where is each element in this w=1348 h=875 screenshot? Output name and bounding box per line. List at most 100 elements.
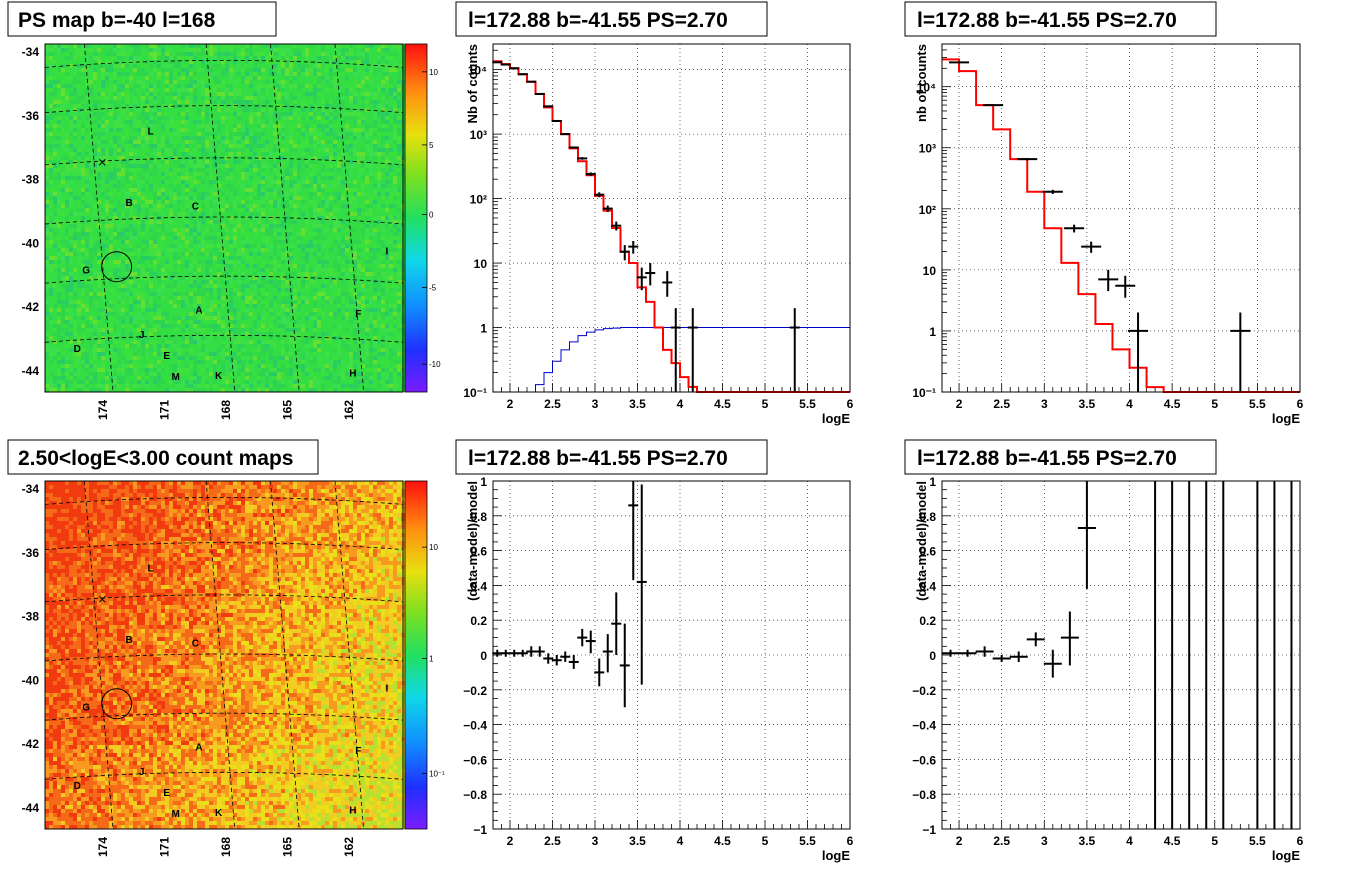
x-tick-label: 3.5 [1079, 397, 1096, 411]
y-tick-label: 0.6 [919, 545, 936, 559]
circle-icon [101, 251, 133, 283]
map-grid-parallel [44, 712, 404, 721]
x-tick-label: 5.5 [1249, 834, 1266, 848]
colorbar-tick-label: 1 [429, 654, 434, 663]
map-grid-parallel [44, 157, 404, 166]
x-tick-label: 5.5 [1249, 397, 1266, 411]
x-tick-label: 2.5 [993, 834, 1010, 848]
map-y-tick-label: -36 [22, 109, 40, 123]
circle-icon [101, 688, 133, 720]
y-tick-label: 0.8 [919, 510, 936, 524]
y-tick-label: 0.8 [470, 510, 487, 524]
model-step-curve [942, 58, 1300, 393]
map-y-tick-label: -42 [22, 300, 40, 314]
map-source-label: B [126, 198, 133, 209]
map-source-label: I [385, 684, 388, 695]
chart-frame [941, 43, 1301, 393]
y-tick-label: 10² [919, 203, 936, 217]
map-y-tick-label: -44 [22, 364, 40, 378]
y-tick-label: 10 [474, 257, 488, 271]
x-tick-label: 3 [1041, 397, 1048, 411]
map-grid-meridian [334, 43, 365, 393]
chart-grid [493, 44, 851, 393]
chart-title-box [455, 1, 768, 37]
y-tick-label: 10³ [470, 128, 487, 142]
map-source-label: H [349, 805, 356, 816]
map-y-tick-label: -44 [22, 801, 40, 815]
x-tick-label: 2 [507, 834, 514, 848]
chart-ticks [492, 480, 851, 830]
y-tick-label: −1 [473, 823, 487, 837]
map-grid-parallel [44, 105, 404, 114]
map-source-label: M [171, 809, 179, 820]
map-grid-parallel [44, 653, 404, 662]
map-source-label: C [192, 638, 199, 649]
chart-title: l=172.88 b=-41.55 PS=2.70 [468, 447, 728, 470]
chart-title: l=172.88 b=-41.55 PS=2.70 [917, 9, 1177, 32]
map-frame [44, 480, 404, 830]
map-x-tick-label: 174 [96, 400, 110, 420]
map-source-label: L [148, 126, 154, 137]
x-tick-label: 2 [507, 397, 514, 411]
x-tick-label: 5 [762, 834, 769, 848]
y-tick-label: −0.6 [463, 753, 487, 767]
y-tick-label: 0 [480, 649, 487, 663]
chart-title-box [455, 439, 768, 475]
y-tick-label: 1 [480, 322, 487, 336]
map-y-tick-label: -34 [22, 45, 40, 59]
x-tick-label: 5.5 [799, 397, 816, 411]
map-grid-meridian [205, 480, 236, 830]
y-tick-label: 10⁻¹ [463, 386, 487, 400]
map-grid-parallel [44, 216, 404, 225]
map-x-tick-label: 168 [219, 837, 233, 857]
chart-grid [942, 44, 1301, 393]
x-tick-label: 5 [1211, 397, 1218, 411]
y-tick-label: −0.4 [912, 719, 936, 733]
map-source-label: M [171, 372, 179, 383]
map-source-label: C [192, 201, 199, 212]
y-tick-label: 10³ [919, 142, 936, 156]
chart-title-box [904, 1, 1217, 37]
spectrum-panel: l=172.88 b=-41.55 PS=2.70 2 2.5 3 3.5 4 4.5 5 5.… [904, 1, 1304, 426]
map-source-label: D [74, 344, 81, 355]
chart-title: l=172.88 b=-41.55 PS=2.70 [917, 447, 1177, 470]
model-component-curve [527, 327, 850, 393]
map-grid-parallel [44, 542, 404, 551]
map-x-tick-label: 162 [342, 400, 356, 420]
x-tick-label: 2.5 [544, 834, 561, 848]
x-axis-label: logE [1272, 411, 1300, 426]
x-tick-label: 3 [592, 834, 599, 848]
count-map-panel: 2.50<logE<3.00 count maps -34 -36 -38 -40 -42… [7, 439, 445, 857]
y-tick-label: 0.2 [470, 614, 487, 628]
map-source-label: L [148, 563, 154, 574]
map-grid-parallel [44, 497, 404, 505]
spectrum-panel: l=172.88 b=-41.55 PS=2.70 2 2.5 3 3.5 4 4.5 5 5.… [904, 439, 1304, 863]
map-y-tick-label: -38 [22, 610, 40, 624]
x-tick-label: 6 [847, 834, 854, 848]
map-source-label: F [355, 309, 361, 320]
colorbar-tick-label: 5 [429, 141, 434, 150]
map-source-label: E [163, 351, 170, 362]
y-axis-label: (data-model)/model [465, 481, 480, 601]
map-source-label: G [82, 266, 90, 277]
map-x-tick-label: 162 [342, 837, 356, 857]
x-tick-label: 6 [847, 397, 854, 411]
map-source-label: H [349, 368, 356, 379]
colorbar-tick-label: -5 [429, 284, 437, 293]
colorbar-tick-label: -10 [429, 360, 441, 369]
map-source-label: K [215, 371, 223, 382]
map-source-label: K [215, 808, 223, 819]
chart-grid [942, 480, 1301, 830]
y-tick-label: −0.4 [463, 719, 487, 733]
y-tick-label: 1 [480, 475, 487, 489]
y-tick-label: 10² [470, 193, 487, 207]
x-tick-label: 4 [677, 397, 684, 411]
y-tick-label: −0.8 [463, 788, 487, 802]
colorbar [404, 480, 428, 830]
y-axis-label: Nb of counts [465, 44, 480, 123]
map-y-tick-label: -36 [22, 546, 40, 560]
chart-frame [492, 43, 851, 393]
x-axis-label: logE [1272, 848, 1300, 863]
map-title-box [7, 1, 277, 37]
